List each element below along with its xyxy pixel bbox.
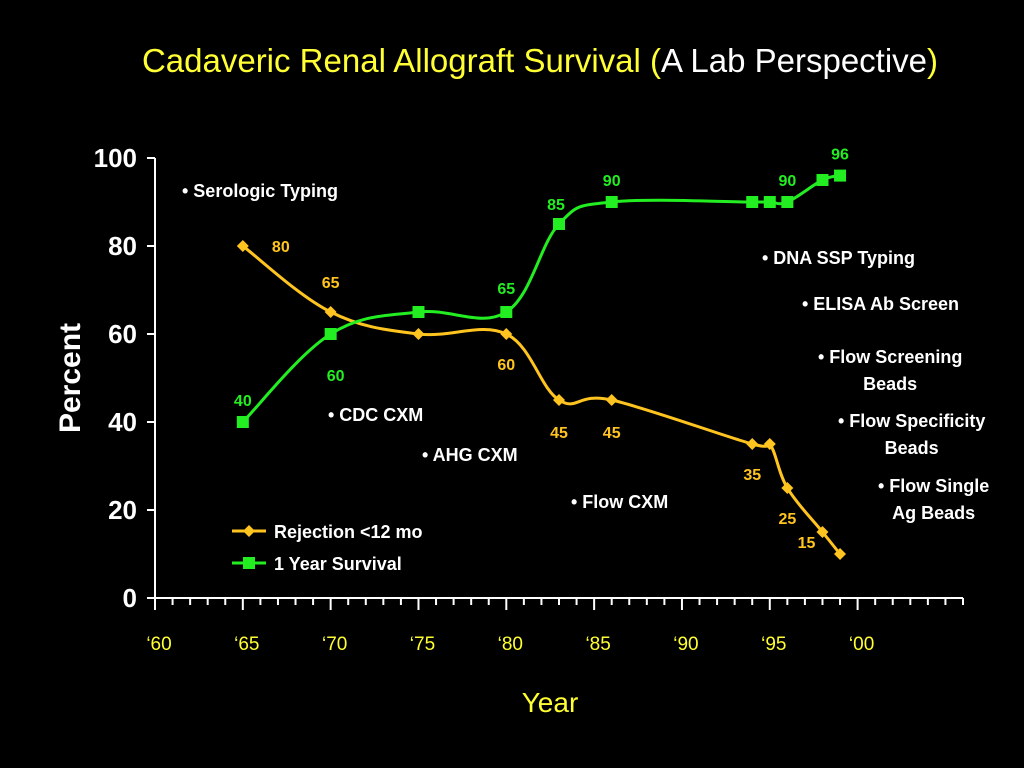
data-label: 80: [272, 239, 290, 256]
survival-point: [834, 169, 847, 182]
rejection-point: [816, 526, 829, 538]
survival-point: [236, 416, 249, 428]
series-line-rejection: [241, 244, 842, 555]
data-label: 65: [497, 281, 515, 298]
rejection-point: [553, 394, 565, 406]
data-label: 65: [322, 275, 340, 292]
x-tick-label: ‘85: [585, 634, 610, 655]
annotation-flow-single-ag-beads: • Flow Single Ag Beads: [878, 476, 990, 523]
rejection-point: [763, 438, 776, 450]
data-label: 25: [778, 511, 796, 528]
annotation-serologic-typing: • Serologic Typing: [182, 181, 338, 201]
title-open-paren: (: [650, 42, 662, 79]
title-subtitle: A Lab Perspective: [661, 42, 928, 79]
data-label: 15: [798, 535, 816, 552]
survival-point: [500, 306, 513, 318]
title-close-paren: ): [927, 42, 939, 79]
x-tick-label: ‘70: [322, 634, 347, 655]
data-label: 40: [234, 393, 252, 410]
data-label: 85: [547, 197, 565, 214]
legend-label: Rejection <12 mo: [274, 522, 423, 542]
annotation-ahg-cxm: • AHG CXM: [422, 445, 518, 465]
rejection-point: [236, 240, 249, 252]
data-label: 90: [603, 173, 621, 190]
y-tick-label: 80: [108, 231, 137, 261]
annotation-dna-ssp-typing: • DNA SSP Typing: [762, 248, 915, 268]
survival-point: [763, 196, 776, 208]
y-tick-label: 60: [108, 319, 137, 349]
x-tick-label: ‘60: [146, 634, 171, 655]
data-label: 35: [743, 467, 761, 484]
y-axis-label: Percent: [54, 323, 87, 433]
title-main: Cadaveric Renal Allograft Survival: [141, 42, 651, 79]
annotation-flow-specificity-beads: • Flow Specificity Beads: [838, 411, 986, 458]
survival-point: [553, 218, 565, 230]
data-label: 60: [327, 368, 345, 385]
rejection-point: [412, 328, 425, 340]
survival-point: [816, 174, 829, 186]
y-tick-label: 20: [108, 495, 137, 525]
legend-marker: [243, 525, 255, 537]
slide-title: Cadaveric Renal Allograft Survival (A La…: [0, 42, 1024, 80]
data-label: 96: [831, 147, 849, 164]
y-tick-label: 0: [123, 583, 137, 613]
rejection-point: [834, 548, 847, 560]
survival-point: [324, 328, 337, 340]
rejection-point: [324, 306, 337, 318]
annotation-flow-screening-beads: • Flow Screening Beads: [818, 347, 963, 394]
y-tick-label: 40: [108, 407, 137, 437]
data-label: 90: [778, 173, 796, 190]
data-label: 45: [603, 425, 621, 442]
legend-label: 1 Year Survival: [274, 554, 402, 574]
x-tick-label: ‘95: [761, 634, 786, 655]
rejection-point: [781, 482, 794, 494]
survival-point: [605, 196, 618, 208]
x-tick-label: ‘90: [673, 634, 698, 655]
x-axis-label: Year: [522, 687, 579, 718]
data-label: 60: [497, 357, 515, 374]
annotation-cdc-cxm: • CDC CXM: [328, 405, 424, 425]
legend-marker: [243, 557, 255, 569]
survival-point: [412, 306, 425, 318]
survival-point: [746, 196, 759, 208]
series-line-survival: [241, 174, 841, 424]
data-label: 45: [550, 425, 568, 442]
x-tick-label: ‘75: [410, 634, 435, 655]
annotation-flow-cxm: • Flow CXM: [571, 492, 669, 512]
rejection-point: [746, 438, 759, 450]
x-tick-label: ‘80: [498, 634, 523, 655]
x-tick-label: ‘00: [849, 634, 874, 655]
rejection-point: [500, 328, 513, 340]
survival-point: [781, 196, 794, 208]
y-tick-label: 100: [94, 143, 137, 173]
x-tick-label: ‘65: [234, 634, 259, 655]
rejection-point: [605, 394, 618, 406]
annotation-elisa-ab-screen: • ELISA Ab Screen: [802, 294, 960, 314]
